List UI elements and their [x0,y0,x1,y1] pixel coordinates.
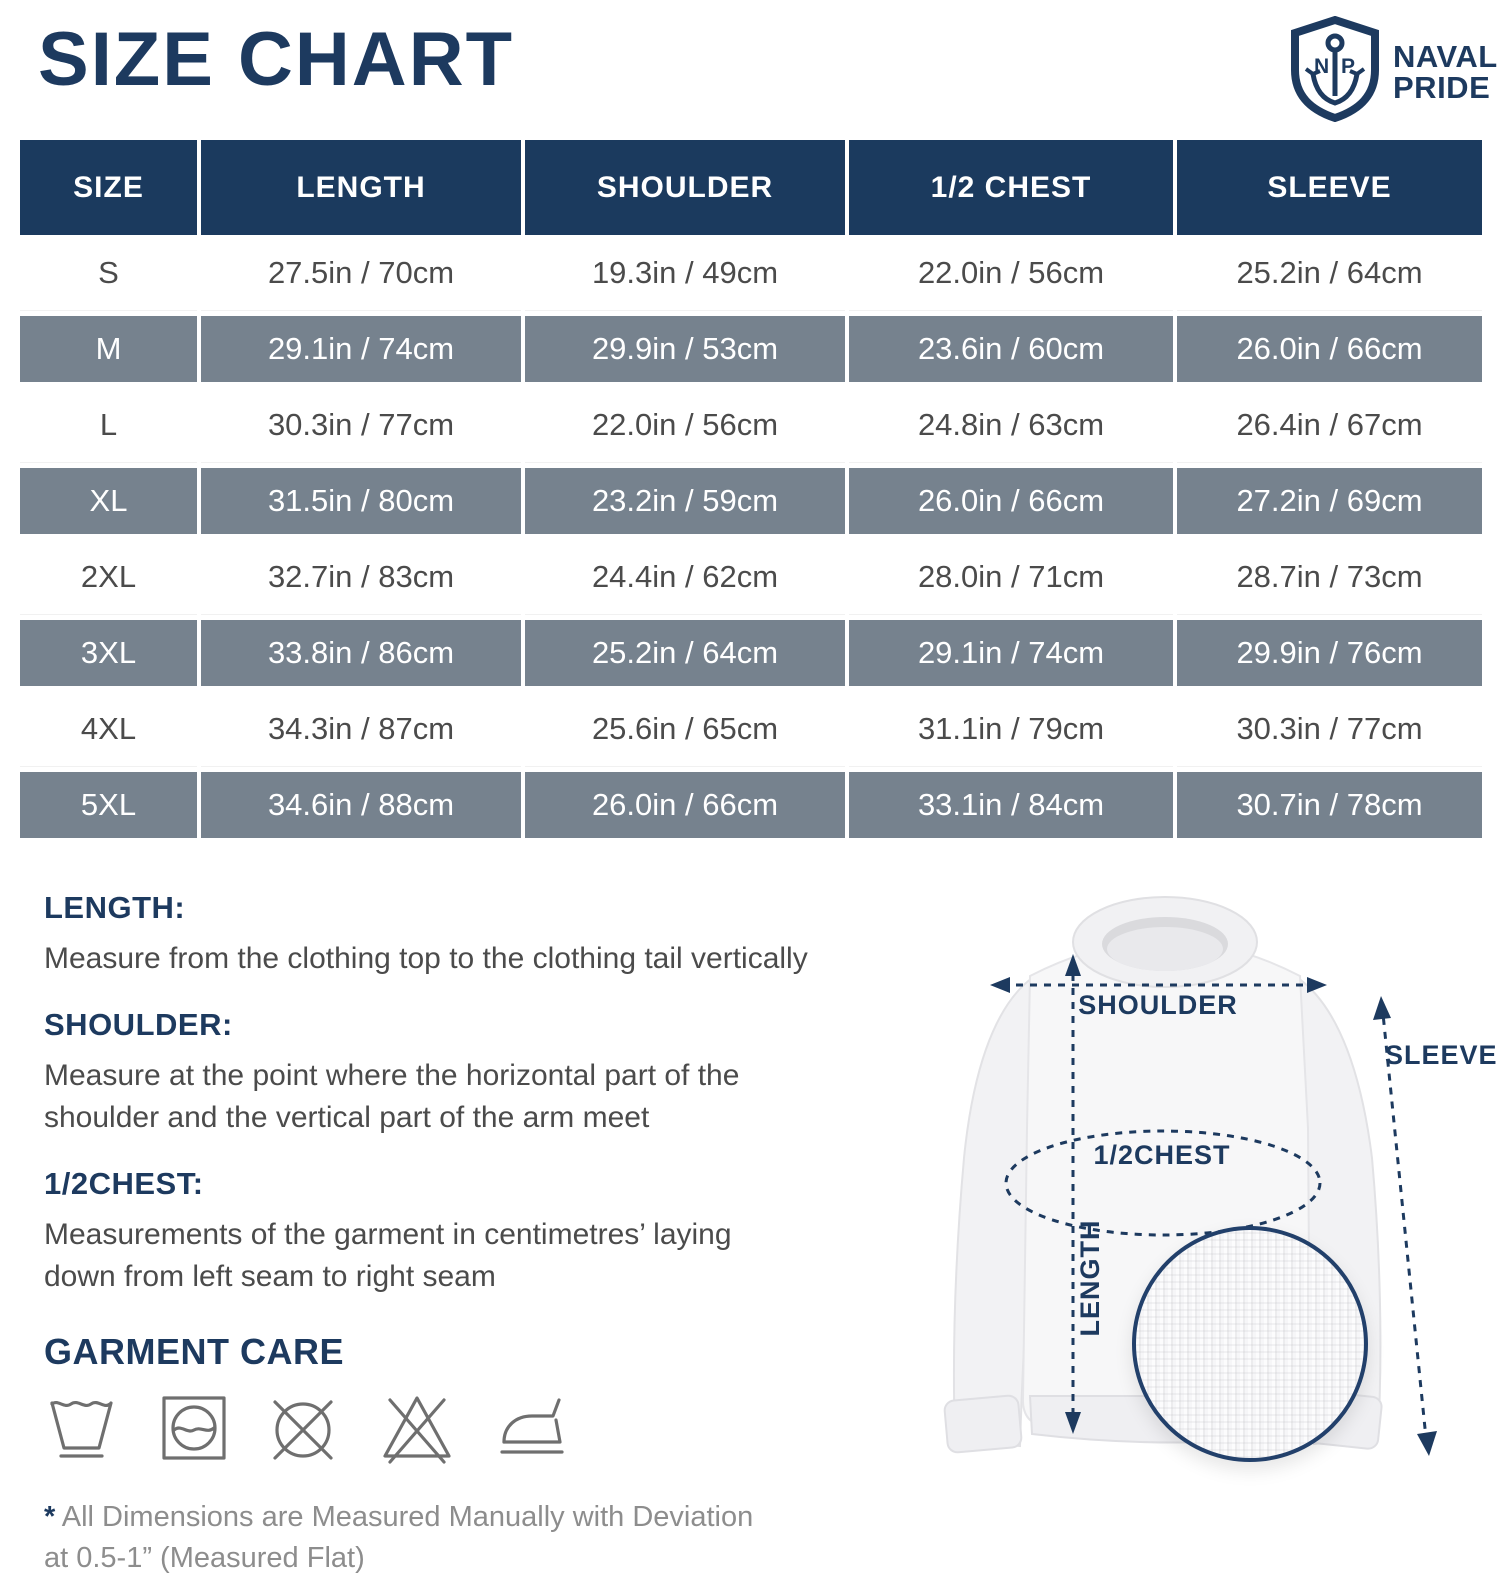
do-not-bleach-icon [376,1390,458,1471]
gentle-wash-icon [44,1390,126,1471]
cell-sleeve: 30.7in / 78cm [1177,772,1482,838]
cell-size: L [20,387,197,463]
cell-size: S [20,235,197,311]
tumble-dry-icon [158,1390,230,1471]
cell-size: 2XL [20,539,197,615]
cell-shoulder: 26.0in / 66cm [525,772,845,838]
cell-chest: 28.0in / 71cm [849,539,1173,615]
page-title: SIZE CHART [38,17,514,102]
cell-sleeve: 28.7in / 73cm [1177,539,1482,615]
cell-sleeve: 27.2in / 69cm [1177,468,1482,534]
iron-icon [490,1390,572,1471]
size-table-body: S 27.5in / 70cm 19.3in / 49cm 22.0in / 5… [20,235,1482,843]
column-header-sleeve: SLEEVE [1177,140,1482,235]
cell-shoulder: 23.2in / 59cm [525,468,845,534]
table-row: 2XL 32.7in / 83cm 24.4in / 62cm 28.0in /… [20,539,1482,615]
table-row: XL 31.5in / 80cm 23.2in / 59cm 26.0in / … [20,463,1482,539]
cell-shoulder: 29.9in / 53cm [525,316,845,382]
table-row: 4XL 34.3in / 87cm 25.6in / 65cm 31.1in /… [20,691,1482,767]
cell-size: 4XL [20,691,197,767]
cell-shoulder: 25.6in / 65cm [525,691,845,767]
cell-length: 30.3in / 77cm [201,387,521,463]
column-header-chest: 1/2 CHEST [849,140,1173,235]
length-measure-label: LENGTH [1074,1219,1105,1337]
definition-desc: Measure from the clothing top to the clo… [44,942,808,975]
svg-text:P: P [1341,55,1355,78]
definition-term: SHOULDER: [44,1007,233,1043]
cell-shoulder: 22.0in / 56cm [525,387,845,463]
footnote: * All Dimensions are Measured Manually w… [44,1497,784,1578]
logo-wordmark: NAVAL PRIDE [1393,41,1498,103]
cell-chest: 29.1in / 74cm [849,620,1173,686]
table-row: 3XL 33.8in / 86cm 25.2in / 64cm 29.1in /… [20,615,1482,691]
half-chest-measure-label: 1/2CHEST [1093,1140,1231,1170]
cell-size: M [20,316,197,382]
cell-length: 34.6in / 88cm [201,772,521,838]
cell-size: XL [20,468,197,534]
cell-length: 31.5in / 80cm [201,468,521,534]
do-not-dry-clean-icon [262,1390,344,1471]
cell-shoulder: 24.4in / 62cm [525,539,845,615]
definition-desc: Measure at the point where the horizonta… [44,1059,740,1134]
cell-chest: 23.6in / 60cm [849,316,1173,382]
cell-length: 34.3in / 87cm [201,691,521,767]
logo-line1: NAVAL [1393,38,1498,74]
garment-care-icons [44,1395,1004,1471]
table-row: M 29.1in / 74cm 29.9in / 53cm 23.6in / 6… [20,311,1482,387]
sweatshirt-measurement-diagram: SHOULDER 1/2CHEST SLEEVE LENGTH [880,878,1500,1500]
svg-text:N: N [1314,55,1329,78]
cell-chest: 22.0in / 56cm [849,235,1173,311]
definitions-section: LENGTH: Measure from the clothing top to… [44,890,1004,1578]
column-header-size: SIZE [20,140,197,235]
cell-size: 5XL [20,772,197,838]
cell-length: 33.8in / 86cm [201,620,521,686]
anchor-shield-icon: N P [1287,15,1383,127]
table-row: S 27.5in / 70cm 19.3in / 49cm 22.0in / 5… [20,235,1482,311]
cell-shoulder: 25.2in / 64cm [525,620,845,686]
table-row: L 30.3in / 77cm 22.0in / 56cm 24.8in / 6… [20,387,1482,463]
size-chart-table: SIZE LENGTH SHOULDER 1/2 CHEST SLEEVE S … [20,140,1482,843]
sleeve-measure-label: SLEEVE [1385,1040,1498,1070]
definition-desc: Measurements of the garment in centimetr… [44,1218,732,1293]
cell-sleeve: 30.3in / 77cm [1177,691,1482,767]
cell-sleeve: 26.0in / 66cm [1177,316,1482,382]
table-header-row: SIZE LENGTH SHOULDER 1/2 CHEST SLEEVE [20,140,1482,235]
cell-sleeve: 29.9in / 76cm [1177,620,1482,686]
footnote-text: All Dimensions are Measured Manually wit… [44,1500,754,1574]
cell-shoulder: 19.3in / 49cm [525,235,845,311]
definition-shoulder: SHOULDER: Measure at the point where the… [44,1007,1004,1138]
column-header-shoulder: SHOULDER [525,140,845,235]
cell-chest: 26.0in / 66cm [849,468,1173,534]
column-header-length: LENGTH [201,140,521,235]
garment-care-title: GARMENT CARE [44,1330,344,1372]
cell-chest: 24.8in / 63cm [849,387,1173,463]
definition-term: 1/2CHEST: [44,1166,204,1202]
table-row: 5XL 34.6in / 88cm 26.0in / 66cm 33.1in /… [20,767,1482,843]
shoulder-measure-label: SHOULDER [1078,990,1238,1020]
cell-length: 27.5in / 70cm [201,235,521,311]
cell-sleeve: 26.4in / 67cm [1177,387,1482,463]
logo-line2: PRIDE [1393,69,1491,105]
cell-chest: 31.1in / 79cm [849,691,1173,767]
cell-chest: 33.1in / 84cm [849,772,1173,838]
cell-length: 32.7in / 83cm [201,539,521,615]
definition-half-chest: 1/2CHEST: Measurements of the garment in… [44,1166,1004,1297]
fabric-texture-zoom-circle [1132,1226,1368,1462]
definition-length: LENGTH: Measure from the clothing top to… [44,890,1004,979]
naval-pride-logo: N P NAVAL PRIDE [1287,15,1498,127]
definition-term: LENGTH: [44,890,186,925]
cell-size: 3XL [20,620,197,686]
cell-length: 29.1in / 74cm [201,316,521,382]
footnote-marker: * [44,1500,56,1533]
cell-sleeve: 25.2in / 64cm [1177,235,1482,311]
